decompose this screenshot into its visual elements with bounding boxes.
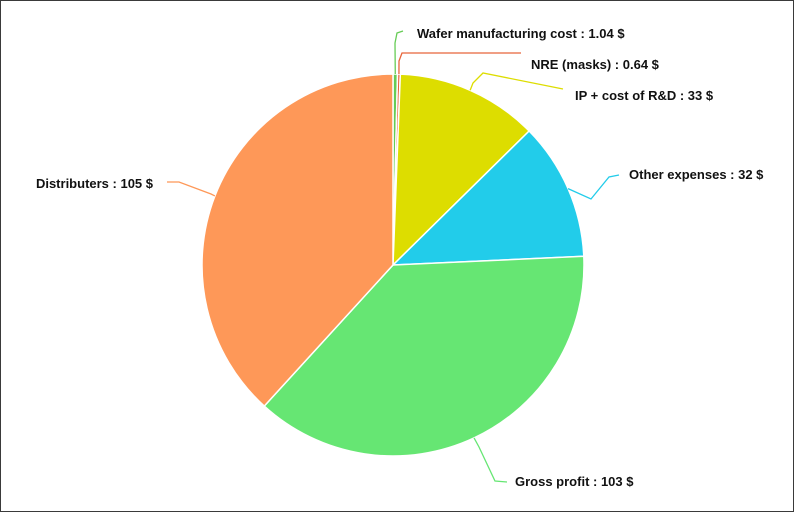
leader-line-wafer-manufacturing-cost <box>394 30 404 75</box>
leader-line-distributers <box>167 181 216 197</box>
data-label-distributers: Distributers : 105 $ <box>36 176 154 191</box>
data-label-nre-masks: NRE (masks) : 0.64 $ <box>531 57 660 72</box>
pie-slice-other-expenses <box>391 129 585 266</box>
data-label-wafer-manufacturing-cost: Wafer manufacturing cost : 1.04 $ <box>417 26 625 41</box>
leader-line-ip-cost-of-r-d <box>469 72 564 91</box>
data-label-ip-cost-of-r-d: IP + cost of R&D : 33 $ <box>575 88 714 103</box>
pie-slice-ip-cost-of-r-d <box>392 73 531 267</box>
leader-lines <box>167 30 620 483</box>
data-labels: Wafer manufacturing cost : 1.04 $ NRE (ma… <box>36 26 764 489</box>
data-label-gross-profit: Gross profit : 103 $ <box>515 474 634 489</box>
leader-line-gross-profit <box>473 437 508 483</box>
leader-line-nre-masks <box>398 52 521 75</box>
data-label-other-expenses: Other expenses : 32 $ <box>629 167 764 182</box>
leader-line-other-expenses <box>567 174 620 200</box>
pie-slices <box>201 73 585 457</box>
